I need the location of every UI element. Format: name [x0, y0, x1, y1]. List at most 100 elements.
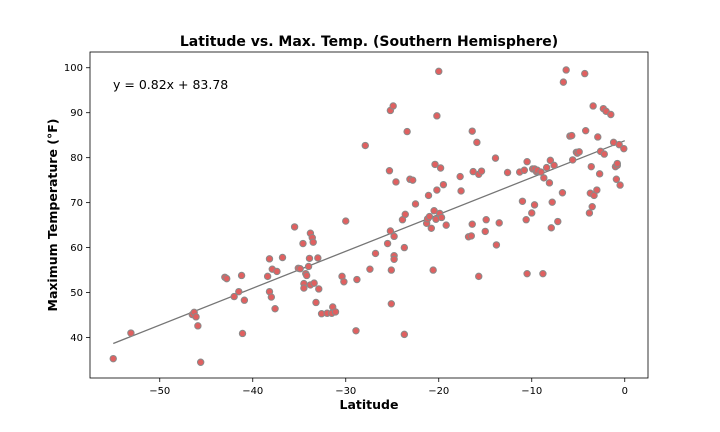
data-point [238, 329, 247, 338]
data-point [305, 254, 314, 263]
data-point [588, 202, 596, 211]
data-point [263, 272, 272, 281]
data-point [468, 127, 476, 135]
data-point [491, 154, 500, 162]
y-tick-label: 60 [70, 243, 83, 254]
data-point [411, 200, 420, 208]
data-point [437, 213, 446, 222]
data-point [196, 358, 205, 366]
data-point [589, 102, 597, 110]
data-point [593, 186, 601, 194]
data-point [568, 131, 576, 140]
x-tick-label: −10 [521, 386, 542, 397]
x-axis-label: Latitude [340, 397, 399, 412]
data-point [473, 138, 481, 147]
data-point [522, 216, 530, 224]
data-point [352, 327, 360, 335]
data-point [389, 102, 397, 110]
data-point [385, 167, 394, 175]
data-point [562, 66, 570, 74]
y-tick-label: 90 [70, 108, 83, 119]
y-tick-label: 70 [70, 198, 83, 209]
data-point [340, 278, 348, 286]
data-point [290, 223, 299, 231]
data-point [503, 168, 512, 177]
data-point [400, 243, 409, 252]
data-point [299, 239, 307, 248]
y-axis-label: Maximum Temperature (°F) [45, 119, 60, 312]
data-point [237, 271, 246, 280]
data-point [401, 210, 409, 219]
data-point [477, 167, 486, 175]
data-point [595, 170, 604, 178]
data-point [612, 175, 621, 183]
data-point [424, 191, 433, 200]
data-point [331, 308, 340, 316]
data-point [235, 287, 243, 296]
data-point [302, 271, 311, 280]
x-tick-label: −40 [242, 386, 263, 397]
data-point [587, 162, 595, 171]
x-axis: −50 −40 −30 −20 −10 0 [149, 378, 628, 397]
x-tick-label: −30 [335, 386, 356, 397]
data-point [436, 164, 445, 172]
data-point [304, 262, 313, 271]
data-point [468, 220, 476, 228]
data-point [495, 219, 503, 227]
data-point [315, 285, 323, 293]
data-point [581, 126, 590, 135]
data-point [475, 272, 483, 281]
data-point [456, 172, 464, 181]
data-point [403, 127, 411, 136]
data-point [366, 265, 374, 273]
data-point [545, 179, 554, 187]
data-point [386, 227, 395, 235]
data-point [607, 110, 615, 119]
data-point [600, 150, 608, 158]
data-point [568, 156, 577, 164]
data-point [539, 269, 547, 278]
data-point [492, 241, 501, 249]
data-point [594, 133, 602, 141]
data-point [353, 275, 361, 284]
data-point [439, 180, 448, 189]
data-point [429, 266, 437, 274]
data-point [296, 265, 304, 273]
data-point [585, 209, 594, 217]
data-point [547, 224, 555, 232]
data-point [192, 313, 200, 321]
data-point [442, 221, 450, 229]
data-point [400, 330, 409, 339]
data-point [433, 186, 441, 194]
data-point [425, 212, 434, 221]
data-point [431, 160, 439, 169]
data-point [467, 232, 475, 240]
data-point [615, 140, 623, 149]
data-point [613, 159, 622, 168]
data-point [230, 292, 238, 301]
data-point [523, 158, 531, 166]
x-tick-label: 0 [622, 386, 628, 397]
data-point [387, 266, 396, 274]
data-point [575, 148, 583, 156]
data-point [223, 274, 231, 283]
data-point [481, 227, 489, 236]
y-tick-label: 40 [70, 333, 83, 344]
data-point [528, 209, 536, 217]
data-point [581, 69, 589, 78]
data-point [550, 161, 558, 170]
chart-title: Latitude vs. Max. Temp. (Southern Hemisp… [180, 34, 558, 50]
data-point [482, 216, 490, 224]
data-point [390, 255, 398, 263]
y-axis: 40 50 60 70 80 90 100 [64, 63, 90, 344]
data-point [540, 174, 548, 182]
y-tick-label: 50 [70, 288, 83, 299]
data-point [435, 67, 443, 76]
data-point [273, 267, 281, 276]
data-point [427, 224, 436, 232]
data-point [520, 166, 529, 174]
y-tick-label: 80 [70, 153, 83, 164]
data-point [620, 144, 628, 153]
data-point [383, 239, 392, 248]
